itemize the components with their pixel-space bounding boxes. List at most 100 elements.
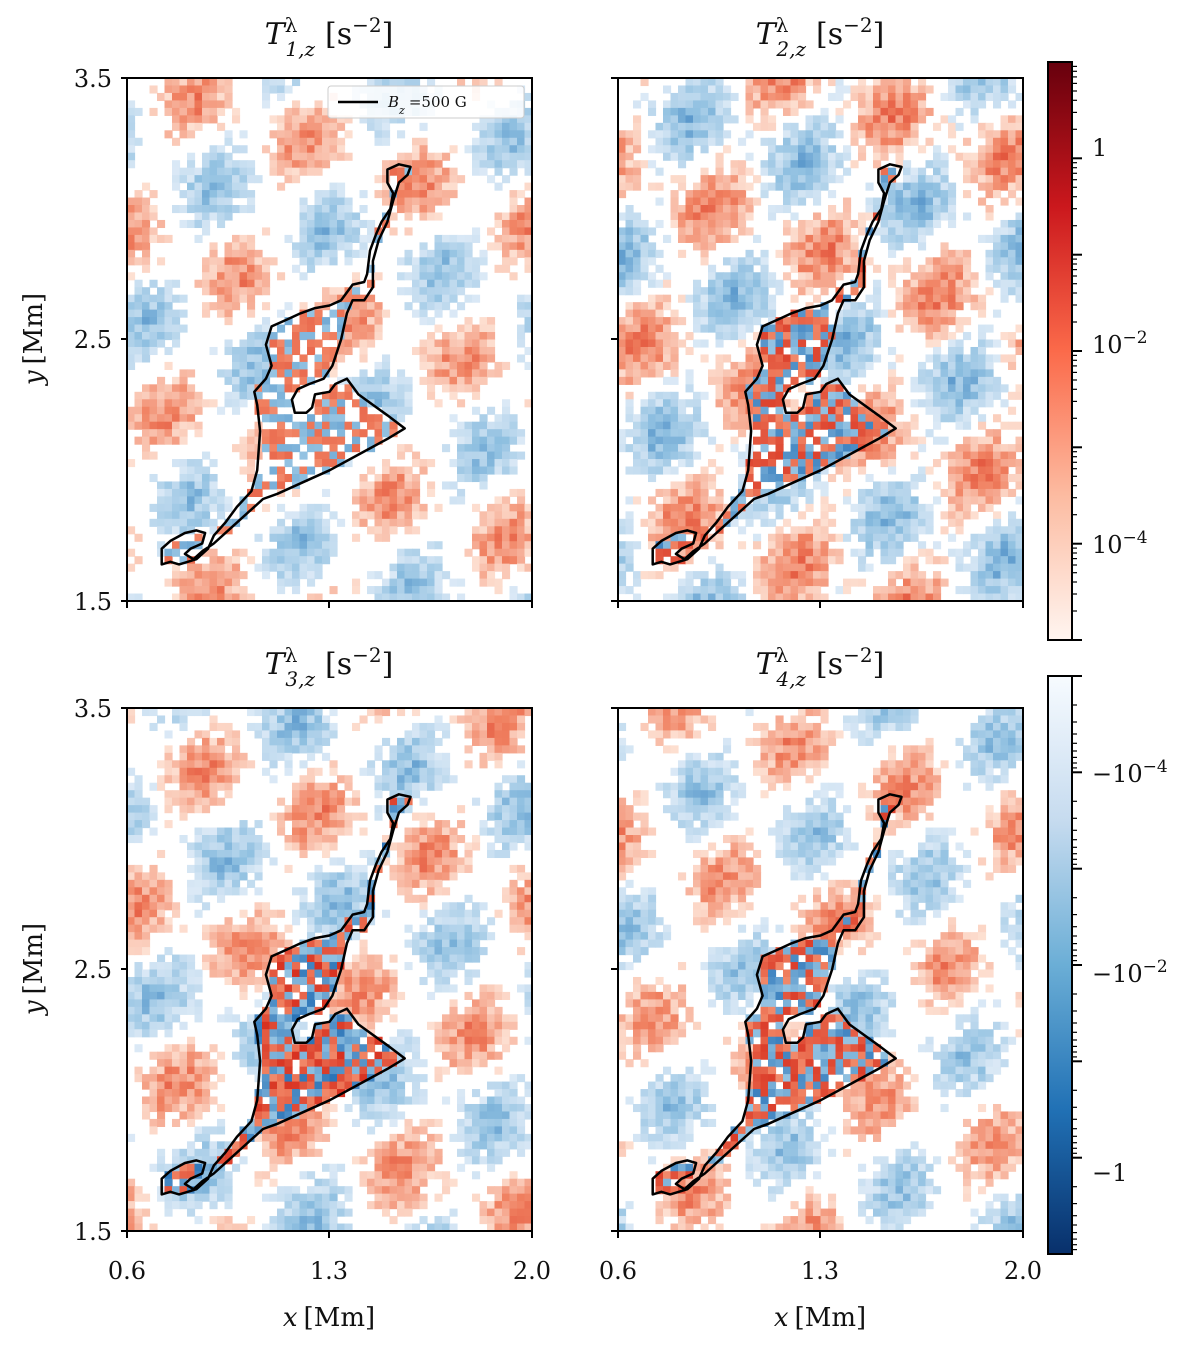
heatmap-cell xyxy=(970,556,979,565)
heatmap-cell xyxy=(625,167,634,176)
heatmap-cell xyxy=(708,317,717,326)
heatmap-cell xyxy=(464,264,473,273)
heatmap-cell xyxy=(374,399,383,408)
heatmap-cell xyxy=(813,414,822,423)
heatmap-cell xyxy=(179,1074,188,1083)
heatmap-cell xyxy=(798,593,807,601)
heatmap-cell xyxy=(820,391,829,400)
heatmap-cell xyxy=(723,309,732,318)
heatmap-cell xyxy=(745,294,754,303)
heatmap-cell xyxy=(329,152,338,161)
heatmap-cell xyxy=(382,518,391,527)
heatmap-cell xyxy=(730,518,739,527)
heatmap-cell xyxy=(783,451,792,460)
heatmap-cell xyxy=(723,406,732,415)
heatmap-cell xyxy=(820,436,829,445)
heatmap-cell xyxy=(655,436,664,445)
heatmap-cell xyxy=(843,197,852,206)
heatmap-cell xyxy=(648,294,657,303)
heatmap-cell xyxy=(963,294,972,303)
heatmap-cell xyxy=(1008,227,1017,236)
heatmap-cell xyxy=(813,249,822,258)
heatmap-cell xyxy=(1015,578,1023,587)
heatmap-cell xyxy=(835,414,844,423)
heatmap-cell xyxy=(790,92,799,102)
heatmap-cell xyxy=(449,339,458,348)
heatmap-cell xyxy=(434,287,443,296)
heatmap-cell xyxy=(434,503,443,512)
heatmap-cell xyxy=(487,518,496,527)
heatmap-cell xyxy=(955,272,964,281)
heatmap-cell xyxy=(194,586,203,595)
heatmap-cell xyxy=(202,197,211,206)
heatmap-cell xyxy=(918,317,927,326)
heatmap-cell xyxy=(925,272,934,281)
heatmap-cell xyxy=(247,197,256,206)
heatmap-cell xyxy=(172,976,181,986)
heatmap-cell xyxy=(985,563,994,572)
heatmap-cell xyxy=(745,317,754,326)
heatmap-cell xyxy=(292,137,301,146)
heatmap-cell xyxy=(247,436,256,445)
heatmap-cell xyxy=(775,332,784,341)
heatmap-cell xyxy=(873,518,882,527)
heatmap-cell xyxy=(925,190,934,199)
heatmap-cell xyxy=(464,444,473,453)
heatmap-cell xyxy=(277,339,286,348)
heatmap-cell xyxy=(1008,563,1017,572)
heatmap-cell xyxy=(655,317,664,326)
heatmap-cell xyxy=(239,586,248,595)
heatmap-cell xyxy=(985,556,994,565)
heatmap-cell xyxy=(843,145,852,154)
heatmap-cell xyxy=(813,257,822,266)
heatmap-cell xyxy=(790,429,799,438)
heatmap-cell xyxy=(479,317,488,326)
heatmap-cell xyxy=(948,533,957,542)
heatmap-cell xyxy=(903,481,912,490)
heatmap-cell xyxy=(157,1021,166,1030)
heatmap-cell xyxy=(509,556,518,565)
heatmap-cell xyxy=(277,548,286,557)
heatmap-cell xyxy=(277,399,286,408)
heatmap-cell xyxy=(164,324,173,333)
heatmap-cell xyxy=(963,376,972,385)
heatmap-cell xyxy=(805,152,814,161)
heatmap-cell xyxy=(903,212,912,221)
heatmap-cell xyxy=(625,257,634,266)
heatmap-cell xyxy=(352,399,361,408)
heatmap-cell xyxy=(948,182,957,191)
heatmap-cell xyxy=(873,593,882,601)
heatmap-cell xyxy=(730,332,739,341)
heatmap-cell xyxy=(715,586,724,595)
heatmap-cell xyxy=(888,481,897,490)
heatmap-cell xyxy=(903,219,912,229)
heatmap-cell xyxy=(254,429,263,438)
heatmap-cell xyxy=(948,279,957,288)
heatmap-cell xyxy=(820,518,829,527)
heatmap-cell xyxy=(820,249,829,258)
heatmap-cell xyxy=(618,167,627,176)
heatmap-cell xyxy=(963,317,972,326)
heatmap-cell xyxy=(813,227,822,236)
heatmap-cell xyxy=(970,152,979,161)
heatmap-cell xyxy=(880,503,889,512)
heatmap-cell xyxy=(217,167,226,176)
heatmap-cell xyxy=(933,264,942,273)
heatmap-cell xyxy=(172,1014,181,1023)
heatmap-cell xyxy=(134,227,143,236)
heatmap-cell xyxy=(670,361,679,370)
heatmap-cell xyxy=(783,182,792,191)
heatmap-cell xyxy=(487,444,496,453)
heatmap-cell xyxy=(1000,167,1009,176)
heatmap-cell xyxy=(412,287,421,296)
heatmap-cell xyxy=(1015,145,1023,154)
heatmap-cell xyxy=(700,130,709,139)
heatmap-cell xyxy=(633,317,642,326)
heatmap-cell xyxy=(164,1208,173,1217)
heatmap-cell xyxy=(179,782,188,791)
heatmap-cell xyxy=(134,1216,143,1225)
heatmap-cell xyxy=(374,429,383,438)
heatmap-cell xyxy=(820,481,829,490)
heatmap-cell xyxy=(517,511,526,520)
heatmap-cell xyxy=(127,459,136,468)
